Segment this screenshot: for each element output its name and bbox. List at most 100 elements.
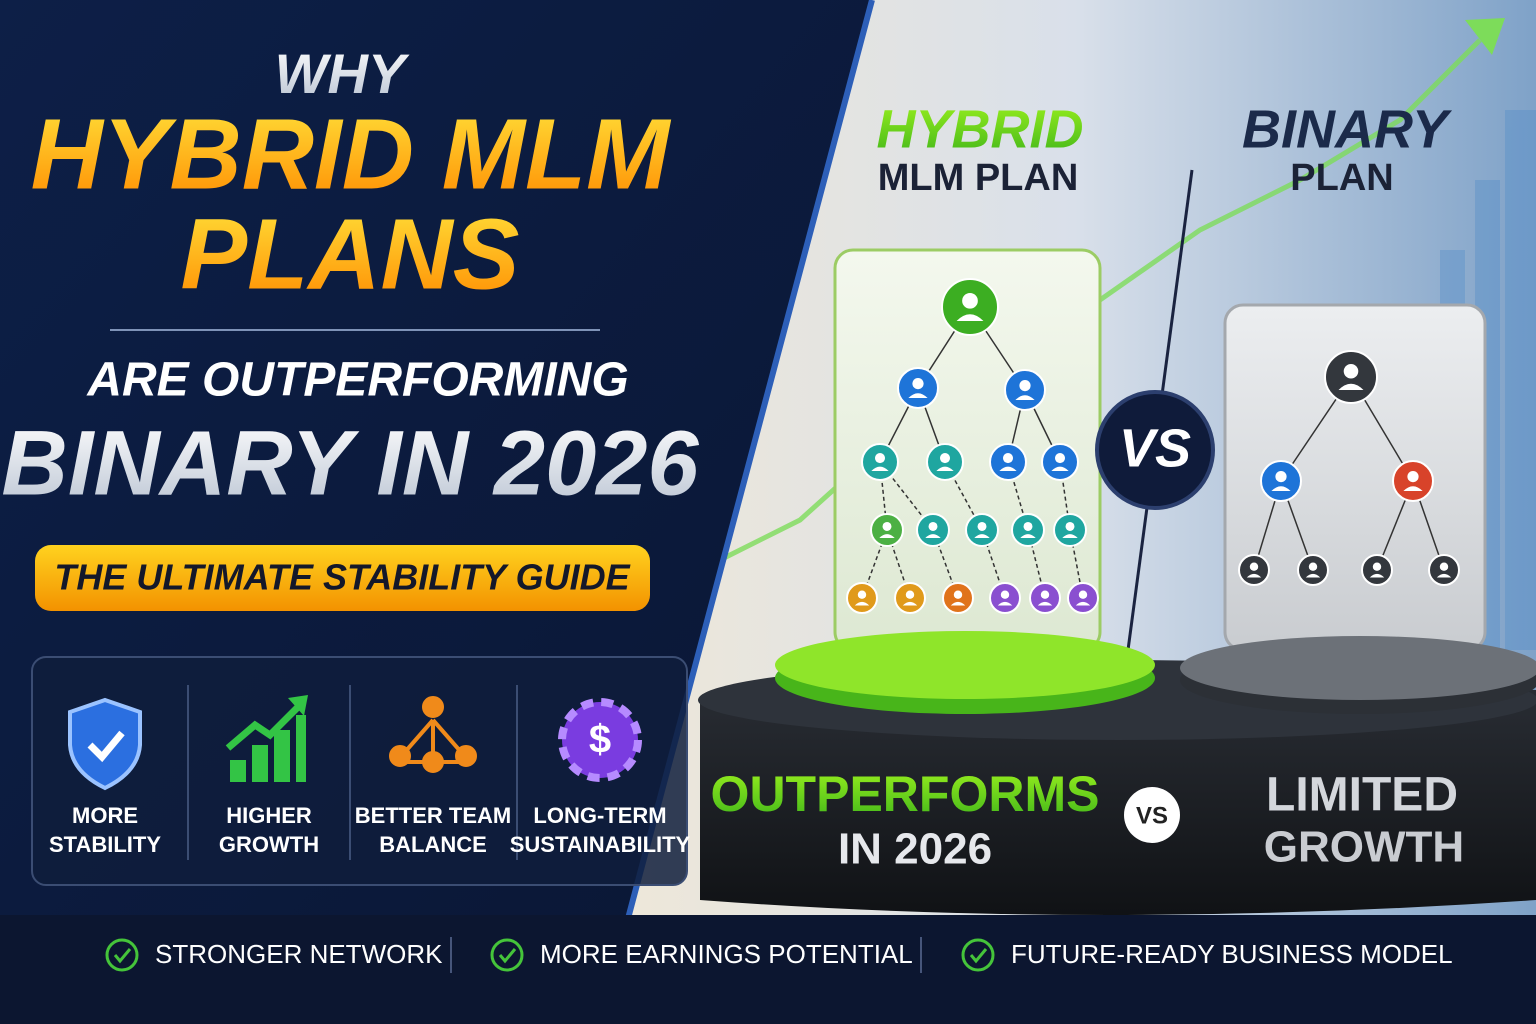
plan-title: BINARY xyxy=(1242,99,1453,159)
member-body xyxy=(1062,534,1078,538)
member-head xyxy=(912,378,924,390)
member-body xyxy=(1436,573,1452,578)
headline-line: BINARY IN 2026 xyxy=(1,412,699,514)
headline-line: WHY xyxy=(275,42,410,105)
member-head xyxy=(1054,453,1066,464)
podium-vs-circle xyxy=(1124,787,1180,843)
check-icon xyxy=(87,730,125,763)
check-mark xyxy=(498,948,517,964)
member-body xyxy=(871,466,889,471)
member-head xyxy=(1249,562,1259,571)
member-body xyxy=(1369,573,1385,578)
member-body xyxy=(974,534,990,538)
podium-vs-text: VS xyxy=(1136,802,1168,829)
member-body xyxy=(1246,573,1262,578)
member-body xyxy=(1015,395,1035,400)
member-head xyxy=(1078,590,1088,599)
hybrid-pedestal-top xyxy=(775,631,1155,699)
member-body xyxy=(1338,383,1364,390)
shield-icon xyxy=(68,697,142,791)
member-head xyxy=(928,522,938,531)
plan-title: HYBRID xyxy=(876,99,1083,159)
vs-text: VS xyxy=(1119,418,1191,478)
headline-highlight: PLANS xyxy=(181,198,520,310)
check-circle xyxy=(961,938,995,972)
member-head xyxy=(1308,562,1318,571)
member-head xyxy=(1439,562,1449,571)
member-head xyxy=(857,590,867,599)
check-mark xyxy=(969,948,988,964)
binary-pedestal-top xyxy=(1180,636,1536,700)
member-head xyxy=(1343,364,1359,379)
member-body xyxy=(999,466,1017,471)
verdict: LIMITED xyxy=(1266,769,1458,822)
feature-label: MORE xyxy=(72,803,138,828)
plan-subtitle: PLAN xyxy=(1290,157,1393,199)
verdict: OUTPERFORMS xyxy=(711,766,1100,822)
check-circle xyxy=(490,938,524,972)
member-head xyxy=(939,453,951,464)
member-link xyxy=(861,529,888,599)
member-head xyxy=(874,453,886,464)
member-body xyxy=(1037,601,1053,606)
member-head xyxy=(1000,590,1010,599)
feature-label: BETTER TEAM xyxy=(355,803,511,828)
headline-highlight: HYBRID MLM xyxy=(31,98,673,210)
member-body xyxy=(879,534,895,538)
member-head xyxy=(1372,562,1382,571)
member-head xyxy=(905,590,915,599)
check-circle xyxy=(105,938,139,972)
benefit-text: FUTURE-READY BUSINESS MODEL xyxy=(1011,939,1453,969)
plan-subtitle: MLM PLAN xyxy=(878,157,1079,199)
member-body xyxy=(997,601,1013,606)
member-head xyxy=(1002,453,1014,464)
verdict: GROWTH xyxy=(1264,823,1464,872)
member-head xyxy=(1023,522,1033,531)
verdict: IN 2026 xyxy=(838,825,992,874)
member-body xyxy=(950,601,966,606)
member-head xyxy=(1019,380,1031,392)
benefit-dividers xyxy=(450,937,922,973)
feature-label: LONG-TERM xyxy=(533,803,666,828)
feature-label: BALANCE xyxy=(379,832,487,857)
member-body xyxy=(925,534,941,538)
member-body xyxy=(854,601,870,606)
member-head xyxy=(953,590,963,599)
feature-dividers xyxy=(187,685,518,860)
gear-icon xyxy=(558,698,642,782)
dollar-icon: $ xyxy=(589,718,611,762)
feature-label: SUSTAINABILITY xyxy=(510,832,691,857)
growth-icon xyxy=(225,695,308,782)
headline-line: ARE OUTPERFORMING xyxy=(86,354,628,407)
member-body xyxy=(1075,601,1091,606)
vs-circle xyxy=(1095,390,1215,510)
member-head xyxy=(882,522,892,531)
member-head xyxy=(1275,471,1287,483)
feature-label: GROWTH xyxy=(219,832,319,857)
feature-label: STABILITY xyxy=(49,832,161,857)
badge xyxy=(35,545,650,611)
check-mark xyxy=(113,948,132,964)
member-body xyxy=(1051,466,1069,471)
member-body xyxy=(1271,486,1291,491)
member-body xyxy=(1305,573,1321,578)
member-body xyxy=(1403,486,1423,491)
member-body xyxy=(936,466,954,471)
member-body xyxy=(902,601,918,606)
member-body xyxy=(908,393,928,398)
benefit-text: STRONGER NETWORK xyxy=(155,939,443,969)
feature-box xyxy=(31,656,688,886)
member-head xyxy=(977,522,987,531)
member-head xyxy=(962,293,978,309)
member-head xyxy=(1040,590,1050,599)
trend-arrow xyxy=(1465,18,1505,55)
badge-text: THE ULTIMATE STABILITY GUIDE xyxy=(54,557,630,598)
member-link xyxy=(932,529,959,599)
benefit-text: MORE EARNINGS POTENTIAL xyxy=(540,939,913,969)
member-head xyxy=(1407,471,1419,483)
feature-label: HIGHER xyxy=(226,803,312,828)
podium-base xyxy=(700,677,1536,915)
member-body xyxy=(956,314,984,321)
